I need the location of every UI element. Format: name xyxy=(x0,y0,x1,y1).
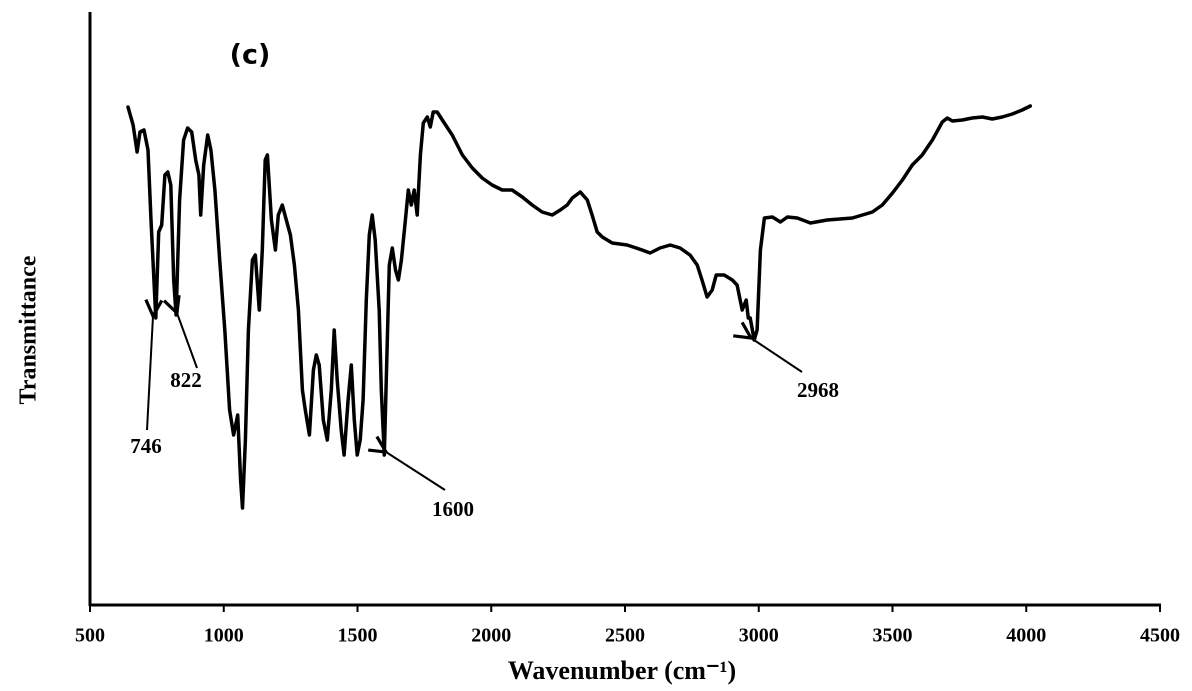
y-axis-label: Transmittance xyxy=(16,255,42,404)
x-tick-label: 2000 xyxy=(471,625,511,647)
arrow xyxy=(386,452,446,491)
x-tick-label: 3000 xyxy=(739,625,779,647)
x-tick-label: 3500 xyxy=(873,625,913,647)
arrow xyxy=(751,338,803,373)
arrow xyxy=(147,316,153,431)
x-tick-label: 4000 xyxy=(1006,625,1046,647)
annotation: 1600 xyxy=(432,497,474,521)
arrow xyxy=(177,313,198,369)
x-tick-label: 1000 xyxy=(204,625,244,647)
x-tick-label: 500 xyxy=(75,625,105,647)
x-axis-label: Wavenumber (cm⁻¹) xyxy=(508,656,736,685)
spectrum-line xyxy=(126,104,1033,510)
panel-label: (c) xyxy=(230,40,271,71)
annotation: 822 xyxy=(170,368,202,392)
annotation: 2968 xyxy=(797,378,839,402)
annotation-arrows xyxy=(147,313,803,491)
annotation: 746 xyxy=(130,434,162,458)
x-tick-label: 1500 xyxy=(338,625,378,647)
x-tick-label: 2500 xyxy=(605,625,645,647)
x-tick-label: 4500 xyxy=(1140,625,1180,647)
